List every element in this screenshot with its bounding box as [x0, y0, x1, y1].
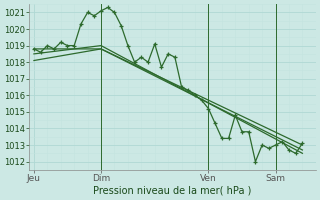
X-axis label: Pression niveau de la mer( hPa ): Pression niveau de la mer( hPa ): [93, 186, 252, 196]
